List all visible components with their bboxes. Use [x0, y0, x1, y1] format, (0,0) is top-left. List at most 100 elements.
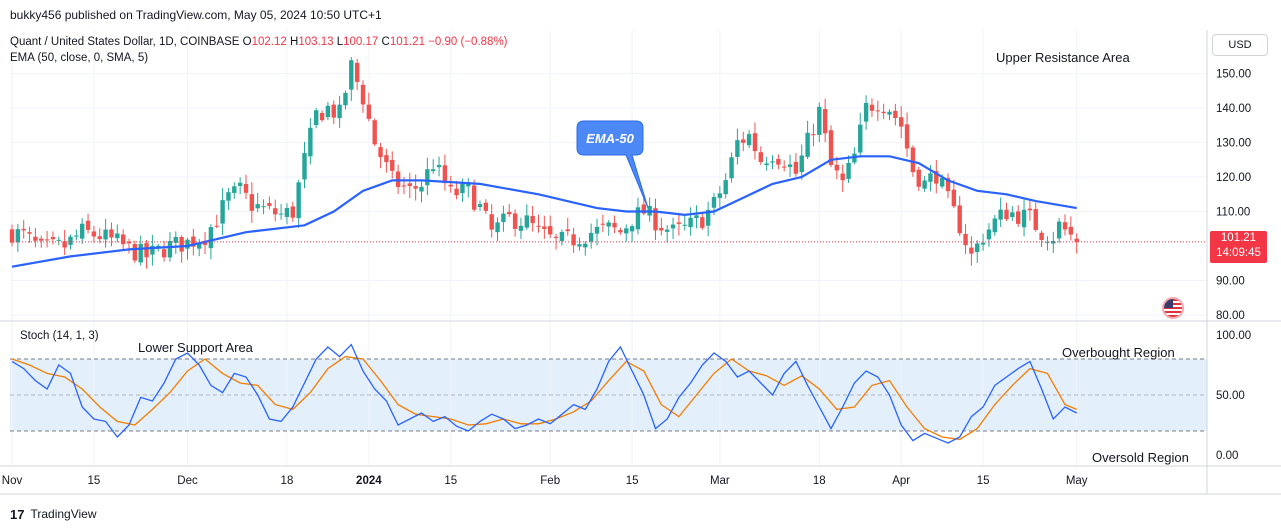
candle-body [530, 216, 535, 224]
candle-body [618, 230, 623, 233]
candle-body [694, 215, 699, 218]
candle-body [828, 130, 834, 165]
candle-body [319, 112, 325, 121]
candle-body [273, 208, 278, 215]
candle-body [15, 229, 21, 243]
candle-body [208, 227, 214, 249]
stoch-tick-label: 100.00 [1216, 330, 1251, 342]
candle-body [442, 165, 448, 184]
time-axis-labels: Nov 15 Dec 18 2024 15 Feb 15 Mar 18 Apr 15 May [2, 475, 1088, 487]
candle-body [255, 204, 260, 209]
candle-body [682, 224, 687, 226]
candle-body [542, 226, 547, 229]
candle-body [27, 232, 32, 234]
candle-body [1004, 209, 1009, 220]
candle-body [939, 177, 945, 187]
candle-body [1074, 238, 1079, 242]
candle-body [220, 200, 225, 224]
candle-body [741, 139, 746, 143]
candle-body [776, 158, 781, 165]
chart-canvas[interactable]: 150.00140.00130.00120.00110.0090.0080.00… [0, 30, 1281, 500]
candle-body [372, 120, 377, 145]
ema-legend: EMA (50, close, 0, SMA, 5) [10, 52, 149, 64]
candle-body [296, 182, 301, 219]
candle-body [565, 229, 570, 232]
currency-selector[interactable]: USD [1212, 34, 1268, 56]
candle-body [1021, 209, 1027, 228]
candle-body [419, 186, 424, 192]
candle-body [624, 228, 629, 234]
candle-body [103, 229, 108, 240]
candle-body [758, 152, 763, 163]
price-tick-label: 110.00 [1216, 207, 1250, 219]
candle-body [799, 155, 804, 173]
candle-body [384, 155, 389, 163]
ema-callout: EMA-50 [576, 120, 649, 209]
close-value: 101.21 [389, 36, 426, 48]
candle-body [705, 209, 711, 226]
candle-body [331, 104, 336, 118]
candle-body [711, 197, 717, 208]
candle-body [536, 225, 541, 227]
candle-body [85, 220, 91, 230]
candle-body [969, 247, 974, 254]
candle-body [267, 203, 272, 206]
candle-body [390, 159, 395, 171]
candle-body [366, 104, 372, 119]
candle-body [21, 228, 26, 231]
candle-body [612, 222, 617, 228]
price-tick-label: 140.00 [1216, 103, 1251, 115]
candle-body [378, 147, 383, 157]
candle-body [68, 236, 73, 245]
candle-body [1068, 226, 1074, 235]
candle-body [448, 184, 453, 187]
candle-body [507, 211, 512, 215]
candle-body [635, 207, 641, 230]
low-label: L [336, 36, 344, 48]
candle-body [120, 234, 126, 245]
high-value: 103.13 [298, 36, 334, 48]
candle-body [641, 204, 646, 214]
stoch-tick-label: 0.00 [1216, 450, 1238, 462]
price-tick-label: 80.00 [1216, 310, 1245, 322]
brand-name[interactable]: TradingView [30, 507, 97, 521]
candle-body [904, 124, 910, 149]
time-tick-label: 15 [626, 475, 639, 487]
tradingview-logo-icon[interactable]: 17 [10, 506, 25, 522]
candle-body [232, 186, 237, 193]
candle-body [243, 183, 249, 193]
candle-body [91, 231, 97, 237]
candle-body [688, 217, 693, 228]
candle-body [717, 193, 723, 198]
stoch-axis-labels: 100.00 50.00 0.00 [1216, 330, 1251, 462]
candle-body [986, 229, 992, 240]
candle-body [302, 153, 307, 180]
low-value: 100.17 [343, 36, 379, 48]
candle-body [746, 134, 752, 146]
candle-body [524, 215, 529, 228]
close-label: C [381, 36, 390, 48]
candle-body [74, 235, 79, 237]
candles-layer [9, 56, 1079, 269]
candle-body [138, 243, 143, 263]
candle-body [278, 213, 284, 215]
time-tick-label: May [1066, 475, 1088, 487]
candle-body [653, 208, 658, 231]
us-flag-icon[interactable] [1162, 297, 1184, 319]
time-tick-label: 2024 [356, 475, 382, 487]
candle-body [1056, 221, 1062, 239]
candle-body [97, 236, 102, 240]
overbought-label: Overbought Region [1062, 345, 1175, 360]
time-tick-label: 15 [444, 475, 457, 487]
candle-body [822, 108, 828, 134]
candle-body [62, 241, 67, 248]
candle-body [670, 224, 676, 229]
candle-body [980, 242, 986, 245]
candle-body [150, 245, 155, 255]
candle-body [9, 229, 15, 243]
candle-body [858, 124, 863, 153]
candle-body [811, 134, 816, 136]
stoch-legend: Stoch (14, 1, 3) [20, 330, 99, 342]
candle-body [413, 186, 418, 189]
candle-body [659, 227, 664, 231]
